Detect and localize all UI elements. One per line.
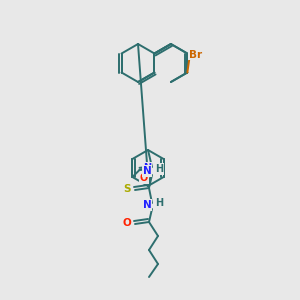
Text: Br: Br xyxy=(189,50,202,59)
Text: N: N xyxy=(142,166,152,176)
Text: N: N xyxy=(142,200,152,210)
Text: O: O xyxy=(123,218,131,228)
Text: H: H xyxy=(155,198,163,208)
Text: O: O xyxy=(140,173,148,183)
Text: H: H xyxy=(155,164,163,174)
Text: S: S xyxy=(123,184,131,194)
Text: N: N xyxy=(142,163,151,173)
